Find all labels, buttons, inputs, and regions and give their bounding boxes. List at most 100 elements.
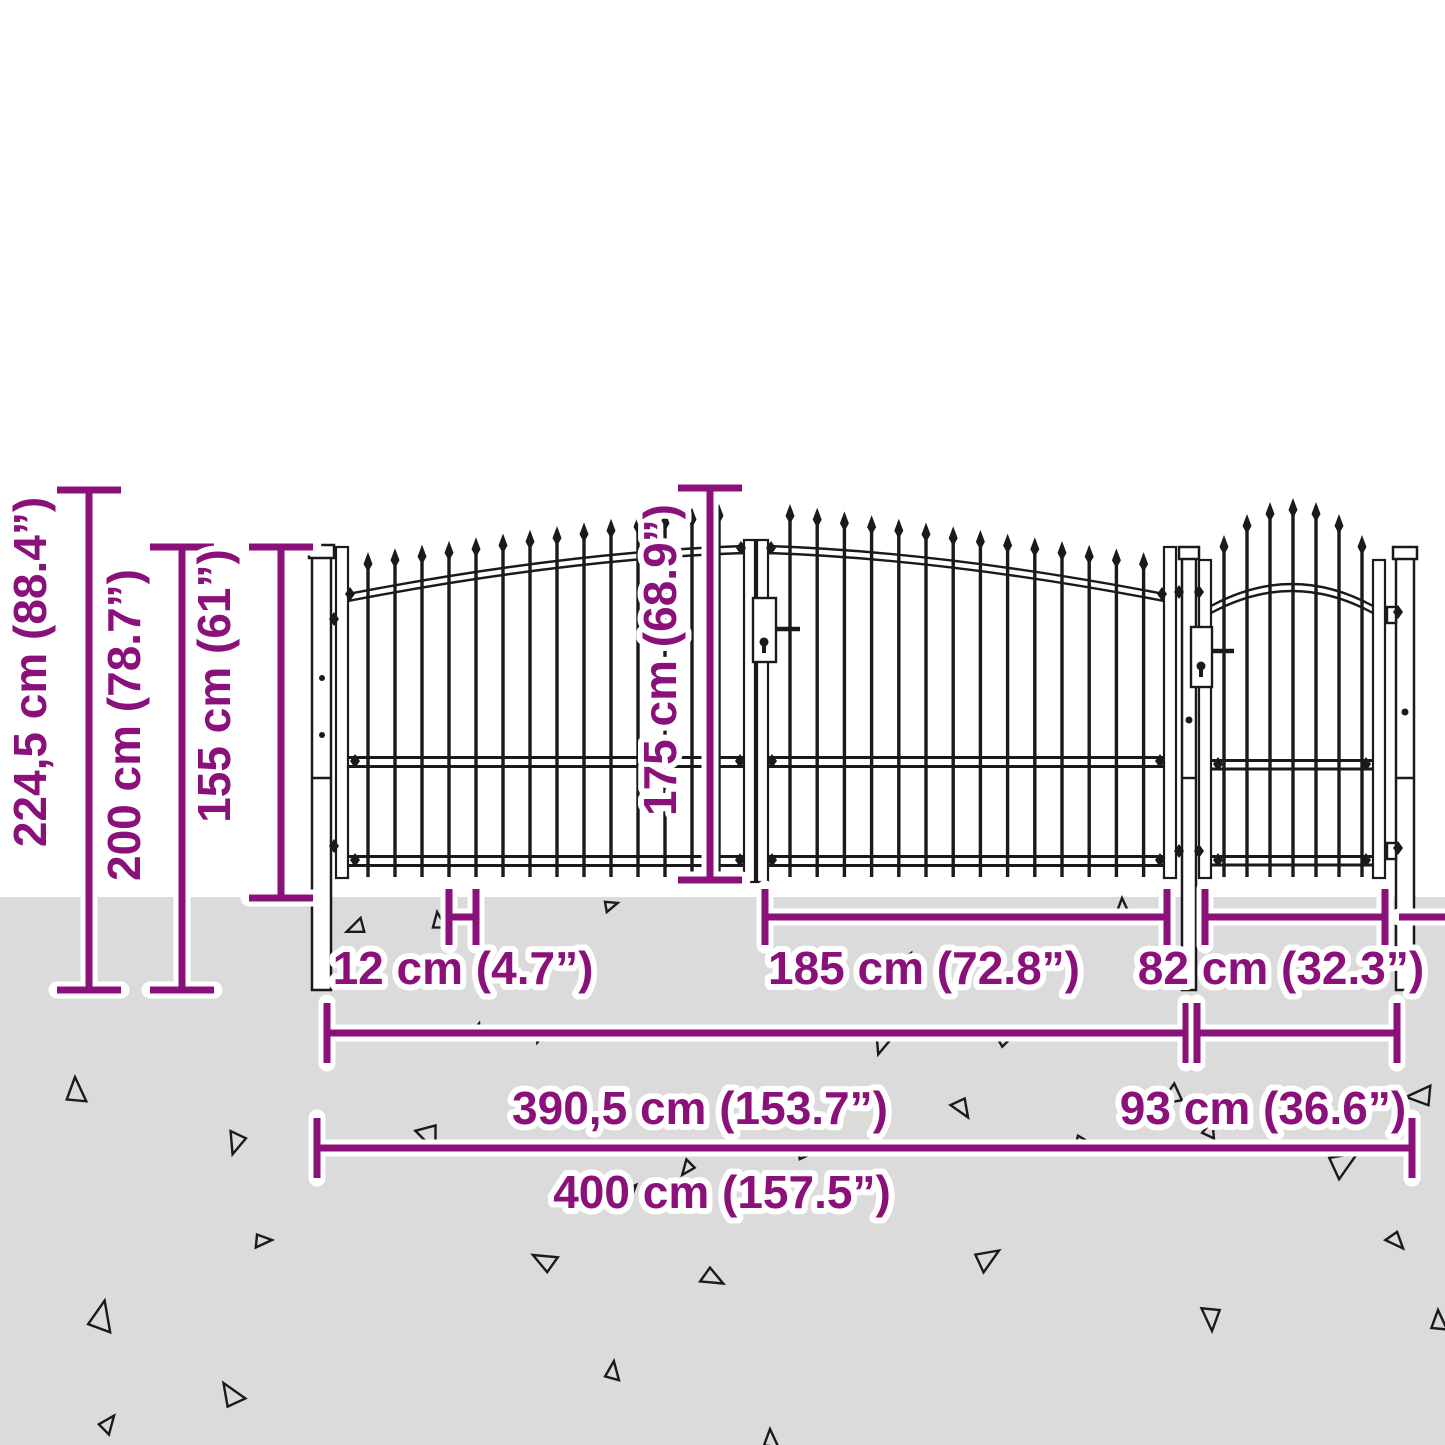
bolt [1194, 844, 1204, 858]
side-gate-arch-rail [1210, 582, 1374, 608]
fence-illustration [307, 498, 1419, 992]
side-gate-lock [1189, 625, 1234, 689]
right-post [1391, 545, 1419, 992]
spear-tip [921, 522, 931, 543]
dim-gate-height: 175 cm (68.9”) [628, 479, 751, 889]
bolt [1213, 853, 1223, 867]
spear-tip [1265, 502, 1275, 522]
bolt [1393, 605, 1403, 619]
bolt [767, 754, 777, 768]
dim-label-fence-height: 155 cm (61”) [188, 549, 240, 823]
spear-tip [1084, 544, 1094, 565]
right-door-arch-rail [767, 544, 1165, 596]
bolt [1157, 587, 1167, 601]
ground-triangle [254, 1232, 276, 1250]
spear-tip [444, 540, 454, 561]
dim-label-bar-spacing: 12 cm (4.7”) [333, 942, 594, 994]
bolt [319, 675, 325, 681]
ground-triangle [973, 1248, 1002, 1275]
side-gate-bars [1219, 498, 1367, 877]
bolt [1185, 716, 1193, 724]
spear-tip [975, 529, 985, 550]
ground-triangle [603, 900, 621, 915]
ground-triangle [96, 1413, 116, 1437]
bolt [766, 541, 776, 555]
ground-triangle [1157, 1081, 1184, 1106]
spear-tip [552, 526, 562, 547]
spear-tip [1357, 535, 1367, 555]
bolt [1174, 585, 1184, 599]
ground-triangle [86, 1297, 112, 1335]
bolt [1155, 853, 1165, 867]
dim-label-side-gate-width: 82 cm (32.3”) [1138, 942, 1424, 994]
spear-tip [687, 507, 697, 528]
side-gate [1189, 498, 1398, 880]
dim-label-post-height: 200 cm (78.7”) [98, 569, 150, 881]
spear-tip [1111, 548, 1121, 569]
ground-triangle [619, 1182, 639, 1205]
side-gate-latch-lower [1385, 841, 1398, 861]
spear-tip [1242, 514, 1252, 534]
spear-tip [894, 518, 904, 539]
ground-triangle [948, 1096, 970, 1121]
bolt [1393, 841, 1403, 855]
spear-tip [1057, 541, 1067, 561]
spear-tip [390, 548, 400, 569]
spear-tip [363, 552, 373, 572]
bolt [1174, 844, 1184, 858]
left-door-arch-rail [347, 544, 745, 596]
dim-label-total-height: 224,5 cm (88.4”) [4, 497, 56, 847]
dim-side-gate-total: 93 cm (36.6”) [1114, 994, 1412, 1140]
spear-tip [633, 515, 643, 535]
dim-label-total-width: 400 cm (157.5”) [553, 1166, 891, 1218]
bolt [319, 732, 325, 738]
bolt [1213, 757, 1223, 771]
ground-triangle [221, 1380, 248, 1409]
left-post [307, 543, 336, 992]
spear-tip [579, 522, 589, 543]
spear-tip [1219, 535, 1229, 555]
spear-tip [1003, 533, 1013, 554]
bolt [1361, 853, 1371, 867]
dim-bar-spacing: 12 cm (4.7”) [327, 880, 599, 1000]
bolt [1194, 585, 1204, 599]
bolt [1155, 754, 1165, 768]
bolt [735, 853, 745, 867]
dim-post-height: 200 cm (78.7”) [92, 538, 223, 999]
bolt [1401, 708, 1409, 716]
ground-triangle [229, 1129, 248, 1158]
ground-triangle [1382, 1230, 1406, 1251]
ground-triangle [1199, 1306, 1222, 1335]
right-door-hanging-stile [755, 538, 770, 884]
side-gate-right-stile [1371, 558, 1387, 880]
spear-tip [839, 511, 849, 532]
spear-tip [1030, 537, 1040, 558]
bolt [329, 839, 339, 853]
dim-total-width: 400 cm (157.5”) [308, 1109, 1421, 1224]
spear-tip [525, 529, 535, 550]
ground-triangle [762, 1425, 779, 1445]
spear-tip [785, 504, 795, 524]
ground-triangle [1429, 1306, 1445, 1331]
spear-tip [471, 537, 481, 558]
bolt [735, 754, 745, 768]
dim-double-gate-width: 390,5 cm (153.7”) [318, 994, 1195, 1140]
dim-label-gate-height: 175 cm (68.9”) [634, 504, 686, 816]
ground-triangle [1200, 1117, 1216, 1141]
bolt [329, 612, 339, 626]
left-door-hanging-stile [334, 545, 350, 880]
spear-tip [498, 533, 508, 554]
dimension-annotations: 224,5 cm (88.4”) 200 cm (78.7”) 155 cm (… [0, 479, 1445, 1224]
ground-triangle [603, 1358, 621, 1382]
hinge-bolts [319, 541, 1409, 867]
spear-tip [1334, 514, 1344, 534]
spear-tip [660, 511, 670, 532]
left-door-bars [363, 503, 724, 877]
side-gate-latch-upper [1385, 605, 1398, 625]
ground-triangle [530, 1253, 560, 1275]
bolt [350, 754, 360, 768]
center-post [1177, 545, 1201, 992]
spear-tip [867, 515, 877, 536]
